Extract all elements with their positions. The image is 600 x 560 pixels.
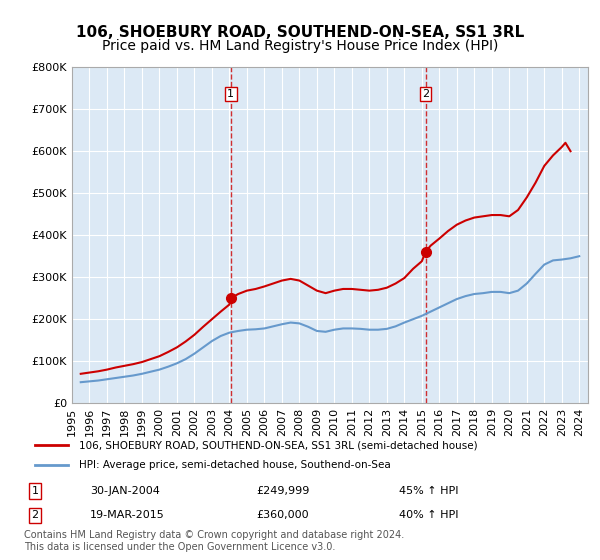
Text: 2: 2 [31,510,38,520]
Text: Contains HM Land Registry data © Crown copyright and database right 2024.
This d: Contains HM Land Registry data © Crown c… [24,530,404,552]
Text: 30-JAN-2004: 30-JAN-2004 [90,486,160,496]
Text: 106, SHOEBURY ROAD, SOUTHEND-ON-SEA, SS1 3RL (semi-detached house): 106, SHOEBURY ROAD, SOUTHEND-ON-SEA, SS1… [79,440,478,450]
Text: 2: 2 [422,89,429,99]
Text: 1: 1 [227,89,235,99]
Text: £360,000: £360,000 [256,510,308,520]
Text: 45% ↑ HPI: 45% ↑ HPI [400,486,459,496]
Text: 19-MAR-2015: 19-MAR-2015 [90,510,165,520]
Text: 40% ↑ HPI: 40% ↑ HPI [400,510,459,520]
Text: Price paid vs. HM Land Registry's House Price Index (HPI): Price paid vs. HM Land Registry's House … [102,39,498,53]
Text: 1: 1 [32,486,38,496]
Text: HPI: Average price, semi-detached house, Southend-on-Sea: HPI: Average price, semi-detached house,… [79,460,391,470]
Text: 106, SHOEBURY ROAD, SOUTHEND-ON-SEA, SS1 3RL: 106, SHOEBURY ROAD, SOUTHEND-ON-SEA, SS1… [76,25,524,40]
Text: £249,999: £249,999 [256,486,309,496]
